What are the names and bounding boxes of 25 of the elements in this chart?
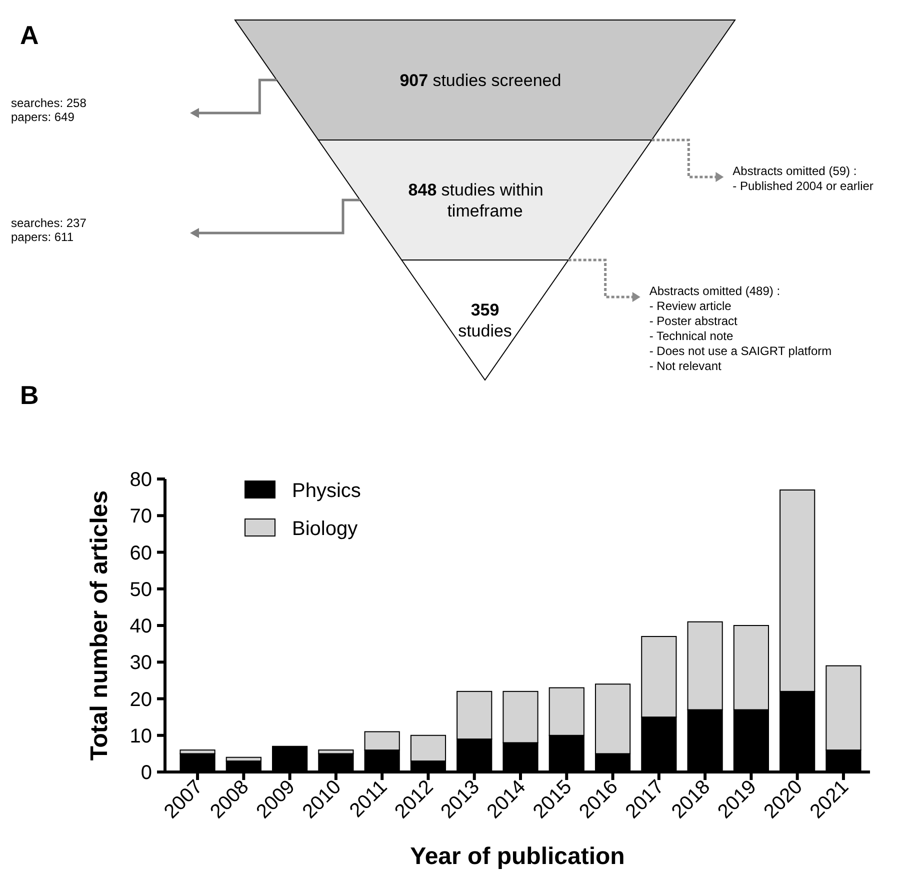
text: Abstracts omitted (489) : - Review article - Poster abstract - Technical note - Does not use a SAIGRT platform - Not relevant	[649, 284, 832, 373]
category-label: studies screened	[432, 71, 562, 90]
text: searches: 258 papers: 649	[11, 96, 87, 124]
category-label: studies within timeframe	[441, 180, 544, 220]
y-tick-label: 30	[130, 652, 152, 674]
x-axis-title: Year of publication	[410, 843, 625, 870]
y-tick-label: 20	[130, 688, 152, 711]
y-axis-title: Total number of articles	[86, 490, 113, 761]
y-tick-label: 60	[130, 542, 152, 564]
y-tick-label: 50	[130, 578, 152, 601]
data-label: 359	[470, 300, 500, 320]
y-tick-label: 10	[130, 725, 152, 748]
y-tick-label: 40	[130, 616, 152, 638]
data-label: 848	[408, 180, 437, 200]
data-label: 907	[400, 71, 428, 90]
chart-title: B	[20, 380, 39, 410]
text: searches: 237 papers: 611	[11, 216, 87, 244]
legend-label: Physics	[292, 480, 361, 502]
text: A	[20, 20, 39, 50]
category-label: studies	[458, 322, 512, 340]
y-tick-label: 80	[130, 469, 152, 491]
text: Abstracts omitted (59) : - Published 2004 or earlier	[732, 164, 874, 193]
legend-label: Biology	[292, 518, 358, 540]
y-tick-label: 70	[130, 506, 152, 528]
y-tick-label: 0	[140, 762, 152, 784]
